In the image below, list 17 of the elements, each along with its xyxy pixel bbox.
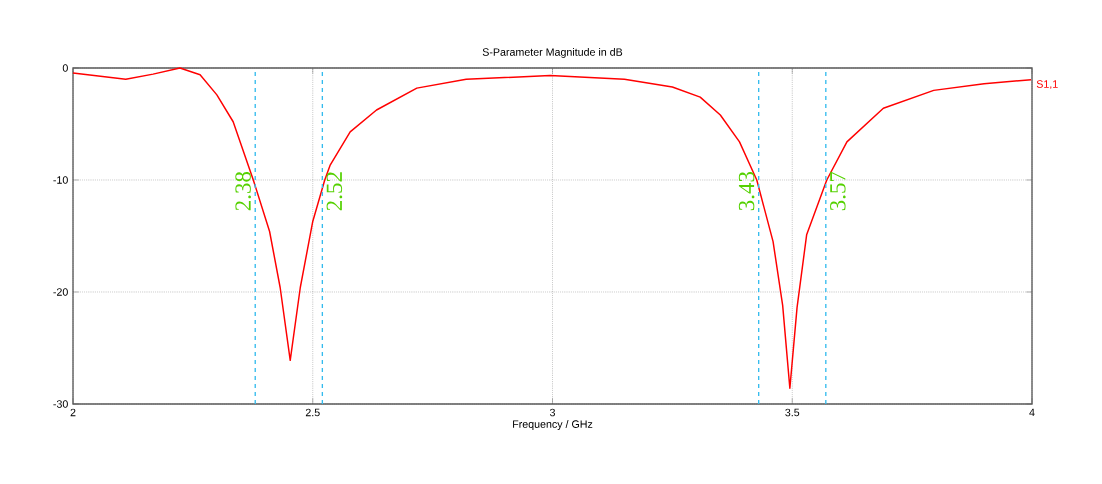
x-tick-label: 3.5 bbox=[785, 408, 800, 417]
x-tick-label: 4 bbox=[1029, 408, 1035, 417]
ref-line-label: 2.38 bbox=[235, 171, 251, 211]
ref-line-label: 3.57 bbox=[830, 171, 846, 211]
y-tick-label: -10 bbox=[53, 176, 68, 184]
ref-line-label: 3.43 bbox=[738, 171, 755, 211]
y-tick-label: 0 bbox=[62, 64, 68, 72]
series-label: S1,1 bbox=[1036, 80, 1058, 90]
x-axis-title: Frequency / GHz bbox=[513, 420, 593, 431]
line-series bbox=[72, 67, 1032, 390]
y-tick-label: -20 bbox=[53, 288, 68, 296]
x-tick-label: 2.5 bbox=[305, 408, 320, 417]
ref-line-label: 2.52 bbox=[326, 172, 343, 211]
x-tick-label: 2 bbox=[70, 408, 76, 417]
chart-title: S-Parameter Magnitude in dB bbox=[482, 47, 623, 58]
x-tick-label: 3 bbox=[549, 408, 555, 417]
y-tick-label: -30 bbox=[53, 400, 68, 408]
